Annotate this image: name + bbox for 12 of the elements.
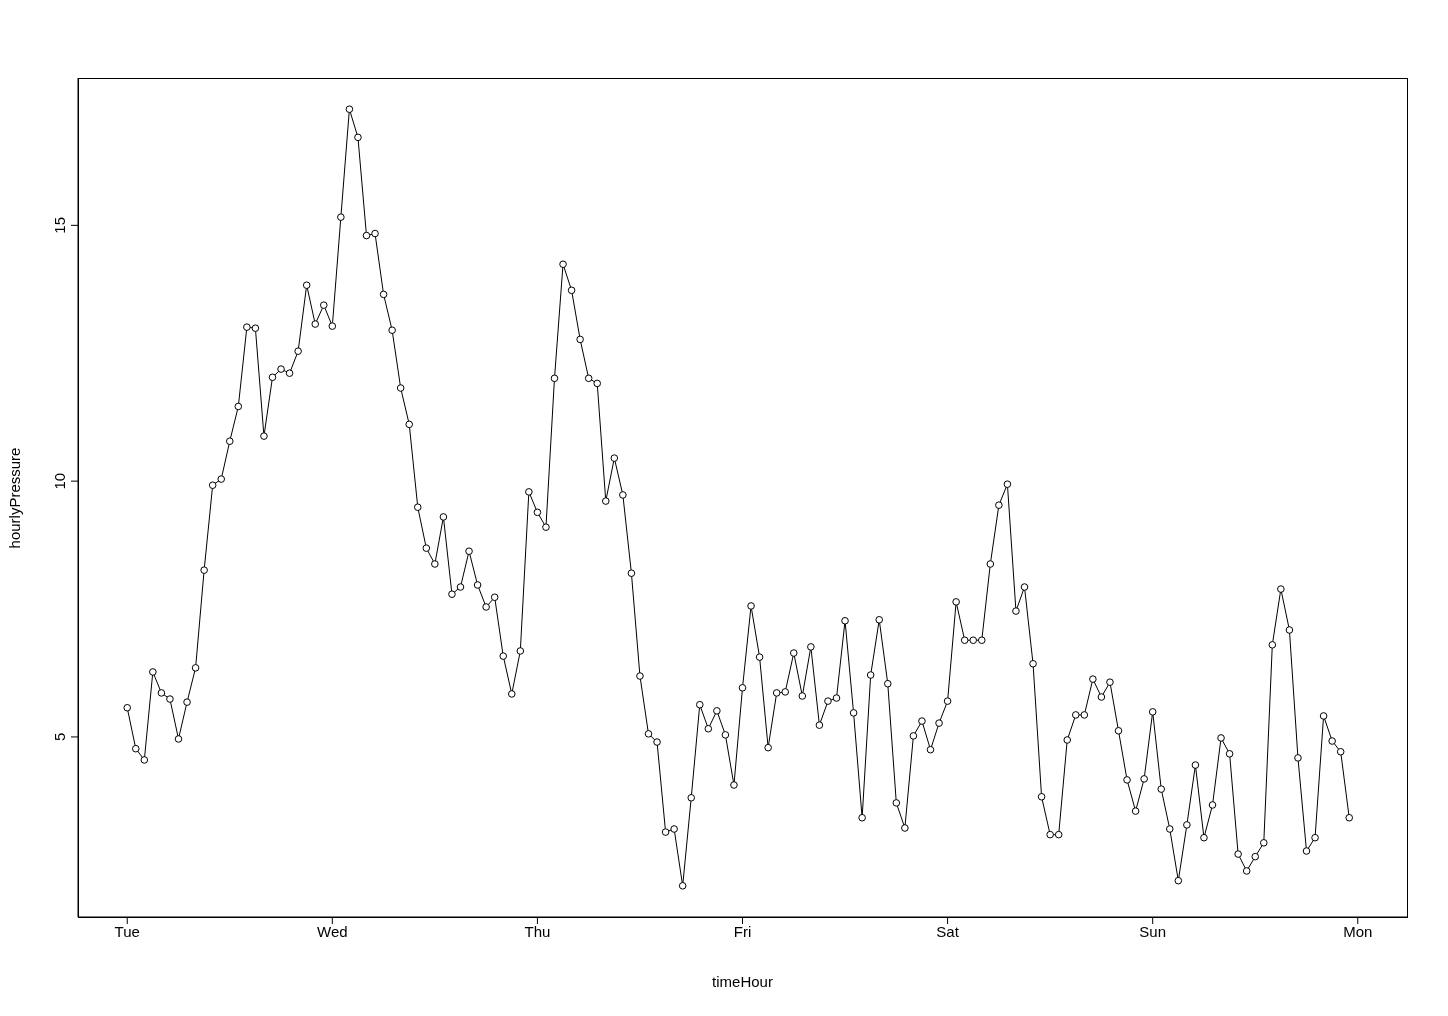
x-axis-title: timeHour	[712, 973, 773, 990]
x-tick-label: Wed	[317, 922, 348, 940]
x-tick-label: Tue	[114, 922, 140, 940]
x-tick-label: Mon	[1343, 922, 1373, 940]
y-tick-label: 5	[51, 732, 68, 742]
x-tick-label: Sun	[1139, 922, 1167, 940]
y-axis-title: hourlyPressure	[5, 447, 23, 548]
x-tick-label: Fri	[733, 922, 752, 940]
y-tick-label: 15	[51, 216, 68, 234]
x-tick-label: Sat	[936, 922, 960, 940]
x-tick-label: Thu	[524, 922, 551, 940]
y-tick-label: 10	[51, 472, 68, 490]
